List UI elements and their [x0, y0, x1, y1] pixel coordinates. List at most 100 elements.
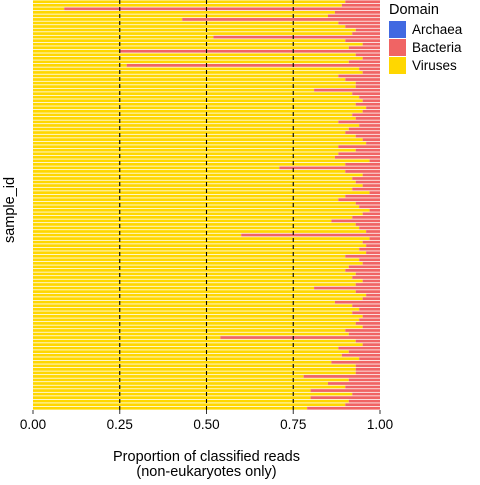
legend-label-archaea: Archaea	[412, 22, 463, 37]
bar-viruses-98	[33, 343, 363, 346]
bar-viruses-86	[33, 300, 335, 304]
x-tick-label-2: 0.25	[107, 417, 133, 432]
bar-viruses-25	[33, 85, 356, 88]
bar-viruses-2	[33, 3, 342, 7]
bar-bacteria-16	[355, 53, 380, 57]
bar-viruses-60	[33, 208, 370, 212]
bar-viruses-88	[33, 307, 360, 311]
bar-bacteria-80	[362, 279, 380, 283]
bar-bacteria-112	[352, 392, 380, 396]
bar-viruses-47	[33, 162, 346, 166]
bar-viruses-73	[33, 254, 346, 258]
bar-viruses-57	[33, 198, 339, 202]
bar-bacteria-115	[345, 403, 380, 407]
bar-viruses-81	[33, 283, 356, 286]
bar-bacteria-95	[348, 332, 380, 336]
bar-viruses-76	[33, 265, 349, 269]
bar-bacteria-32	[362, 109, 380, 113]
bar-bacteria-57	[338, 198, 380, 202]
bar-viruses-108	[33, 378, 349, 382]
bar-bacteria-39	[355, 134, 380, 138]
bar-bacteria-108	[348, 378, 380, 382]
bar-viruses-113	[33, 396, 311, 400]
bar-viruses-49	[33, 170, 346, 173]
bar-bacteria-110	[345, 385, 380, 389]
bar-viruses-79	[33, 276, 353, 279]
bar-viruses-102	[33, 357, 360, 361]
bar-viruses-56	[33, 194, 346, 198]
bar-viruses-106	[33, 371, 356, 375]
bar-viruses-55	[33, 191, 370, 195]
bar-bacteria-62	[352, 215, 380, 219]
bar-bacteria-42	[338, 145, 380, 149]
bar-bacteria-48	[279, 166, 380, 170]
bar-viruses-20	[33, 67, 360, 71]
bar-viruses-7	[33, 21, 339, 25]
bar-bacteria-89	[352, 311, 380, 315]
bar-viruses-12	[33, 39, 346, 43]
x-axis-label: Proportion of classified reads (non-eukar…	[113, 449, 300, 480]
bar-viruses-24	[33, 81, 356, 85]
bar-bacteria-34	[355, 117, 380, 120]
bar-viruses-9	[33, 28, 356, 32]
bar-bacteria-15	[119, 49, 380, 53]
bar-bacteria-77	[345, 269, 380, 272]
bar-bacteria-78	[355, 272, 380, 276]
bar-bacteria-98	[362, 343, 380, 346]
bar-viruses-69	[33, 240, 363, 244]
bar-viruses-10	[33, 32, 353, 35]
bar-bacteria-23	[345, 78, 380, 81]
bar-viruses-36	[33, 124, 360, 127]
bar-bacteria-111	[310, 389, 380, 392]
bar-viruses-23	[33, 78, 346, 81]
bar-bacteria-70	[366, 244, 380, 248]
bar-viruses-18	[33, 60, 349, 64]
bar-viruses-107	[33, 375, 304, 378]
bar-bacteria-26	[314, 88, 380, 92]
bar-viruses-45	[33, 155, 335, 159]
bar-bacteria-82	[314, 286, 380, 290]
bar-bacteria-2	[341, 3, 380, 7]
bar-viruses-84	[33, 293, 367, 297]
bar-bacteria-52	[355, 180, 380, 184]
bar-bacteria-61	[362, 212, 380, 216]
bar-viruses-97	[33, 339, 356, 343]
bar-bacteria-65	[359, 226, 380, 230]
x-tick-label-5: 1.00	[367, 417, 393, 432]
bar-viruses-112	[33, 392, 353, 396]
bar-bacteria-1	[345, 0, 380, 4]
bar-bacteria-24	[355, 81, 380, 85]
bar-bacteria-97	[355, 339, 380, 343]
bar-viruses-105	[33, 367, 356, 371]
bar-viruses-93	[33, 325, 363, 329]
legend-swatch-archaea	[389, 21, 406, 38]
bar-viruses-64	[33, 223, 356, 226]
bar-viruses-99	[33, 346, 339, 350]
bar-bacteria-93	[362, 325, 380, 329]
bar-viruses-16	[33, 53, 356, 57]
bar-viruses-58	[33, 201, 356, 205]
bar-viruses-80	[33, 279, 363, 283]
bar-viruses-62	[33, 215, 353, 219]
bar-bacteria-105	[355, 367, 380, 371]
bar-bacteria-59	[359, 205, 380, 209]
bar-viruses-44	[33, 152, 339, 156]
bar-bacteria-29	[362, 99, 380, 103]
bar-bacteria-68	[369, 237, 380, 240]
bar-bacteria-71	[359, 247, 380, 251]
legend-title: Domain	[389, 2, 439, 18]
bar-bacteria-7	[338, 21, 380, 25]
bar-viruses-51	[33, 177, 353, 180]
bar-bacteria-19	[126, 64, 380, 67]
bar-bacteria-3	[64, 7, 380, 11]
bar-bacteria-31	[366, 106, 380, 110]
bar-viruses-31	[33, 106, 367, 110]
bar-bacteria-27	[352, 92, 380, 96]
reference-lines	[119, 0, 294, 410]
bar-bacteria-5	[327, 14, 380, 18]
bar-viruses-35	[33, 120, 339, 124]
bar-viruses-37	[33, 127, 349, 131]
bar-viruses-21	[33, 71, 363, 74]
bar-bacteria-45	[334, 155, 380, 159]
bar-bacteria-96	[220, 336, 380, 339]
